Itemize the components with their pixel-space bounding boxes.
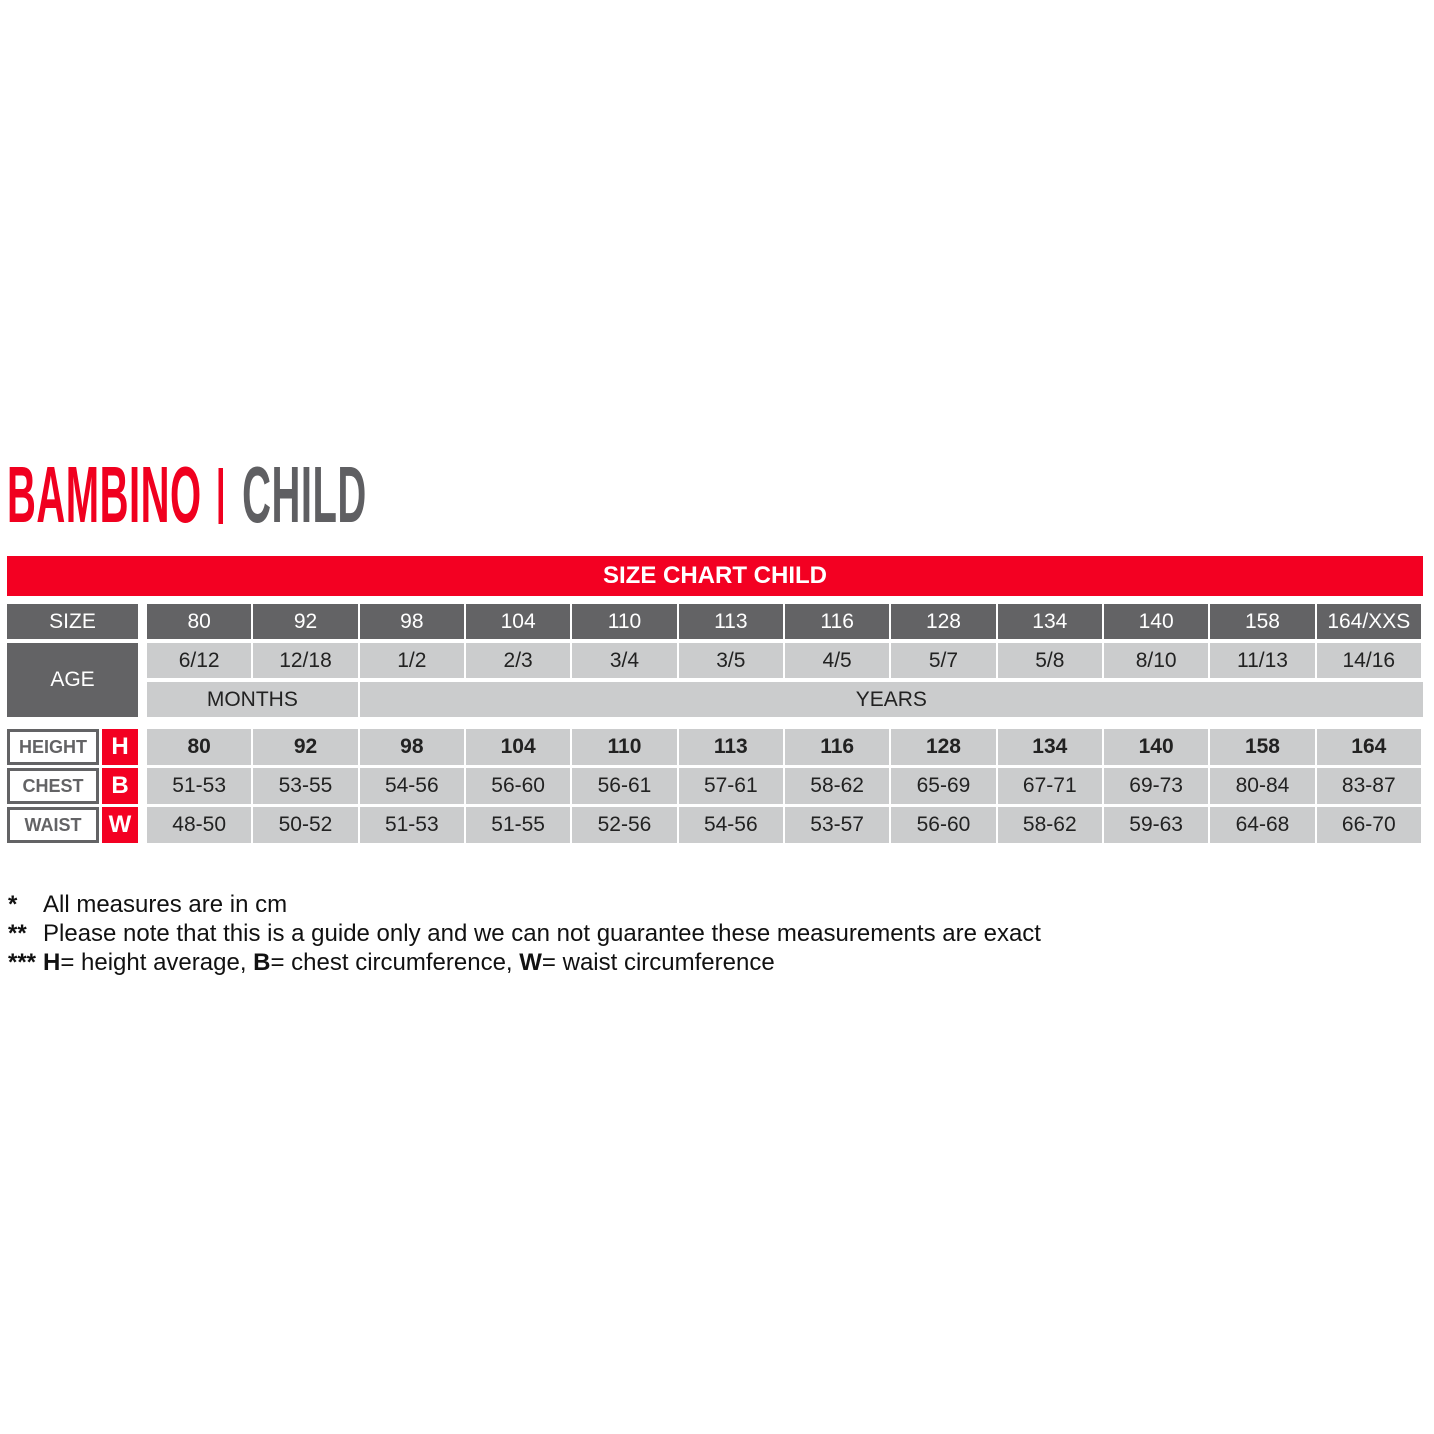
- size-cell: 116: [784, 604, 890, 639]
- footnote-mark: *: [8, 891, 18, 918]
- waist-value: 52-56: [572, 807, 677, 843]
- waist-value: 59-63: [1103, 807, 1209, 843]
- age-cell: 11/13: [1210, 643, 1315, 678]
- height-value: 113: [678, 729, 783, 765]
- height-value: 116: [784, 729, 890, 765]
- waist-value: 48-50: [147, 807, 252, 843]
- footnote-text: H: [43, 949, 61, 976]
- age-cell: 3/4: [572, 643, 677, 678]
- height-value: 80: [147, 729, 252, 765]
- title-brand: BAMBINO: [7, 450, 202, 539]
- title-divider: [218, 468, 224, 524]
- chest-value: 54-56: [359, 768, 464, 804]
- size-cell: 80: [147, 604, 252, 639]
- footnote-text: = chest circumference,: [270, 949, 520, 976]
- size-cell: 158: [1210, 604, 1315, 639]
- waist-label: WAIST: [7, 807, 99, 843]
- age-cell: 12/18: [253, 643, 358, 678]
- size-header: SIZE: [7, 604, 138, 639]
- height-value: 110: [572, 729, 677, 765]
- footnote: *** H= height average, B= chest circumfer…: [8, 948, 1041, 977]
- waist-value: 64-68: [1210, 807, 1315, 843]
- height-value: 158: [1210, 729, 1315, 765]
- footnote-text: Please note that this is a guide only an…: [43, 920, 1041, 947]
- footnote-text: B: [253, 949, 271, 976]
- age-cell: 4/5: [784, 643, 890, 678]
- waist-letter: W: [102, 807, 138, 843]
- height-value: 140: [1103, 729, 1209, 765]
- footnote-text: W: [519, 949, 542, 976]
- size-cell: 92: [253, 604, 358, 639]
- waist-value: 51-53: [359, 807, 464, 843]
- chest-value: 56-60: [465, 768, 571, 804]
- footnote-text: = height average,: [60, 949, 254, 976]
- footnote-mark: **: [8, 920, 27, 947]
- waist-value: 58-62: [997, 807, 1102, 843]
- chest-letter: B: [102, 768, 138, 804]
- footnote-mark: ***: [8, 949, 37, 976]
- waist-value: 51-55: [465, 807, 571, 843]
- waist-value: 54-56: [678, 807, 783, 843]
- title-sub: CHILD: [242, 450, 367, 539]
- chest-value: 69-73: [1103, 768, 1209, 804]
- height-value: 164: [1316, 729, 1421, 765]
- height-value: 104: [465, 729, 571, 765]
- height-value: 128: [891, 729, 996, 765]
- size-cell: 98: [359, 604, 464, 639]
- size-cell: 128: [891, 604, 996, 639]
- size-cell: 104: [465, 604, 571, 639]
- chest-value: 80-84: [1210, 768, 1315, 804]
- height-value: 98: [359, 729, 464, 765]
- age-cell: 8/10: [1103, 643, 1209, 678]
- age-cell: 5/8: [997, 643, 1102, 678]
- waist-value: 66-70: [1316, 807, 1421, 843]
- chest-value: 83-87: [1316, 768, 1421, 804]
- size-cell: 164/XXS: [1316, 604, 1421, 639]
- footnote-text: All measures are in cm: [43, 891, 288, 918]
- chest-label: CHEST: [7, 768, 99, 804]
- chest-value: 67-71: [997, 768, 1102, 804]
- waist-value: 50-52: [253, 807, 358, 843]
- size-chart-banner: SIZE CHART CHILD: [7, 556, 1423, 596]
- age-unit-months: MONTHS: [147, 682, 358, 717]
- chest-value: 58-62: [784, 768, 890, 804]
- chest-value: 56-61: [572, 768, 677, 804]
- chest-value: 53-55: [253, 768, 358, 804]
- age-header: AGE: [7, 643, 138, 717]
- age-cell: 14/16: [1316, 643, 1421, 678]
- footnote: * All measures are in cm: [8, 890, 1041, 919]
- chest-value: 57-61: [678, 768, 783, 804]
- age-cell: 6/12: [147, 643, 252, 678]
- footnote-text: = waist circumference: [541, 949, 775, 976]
- age-cell: 3/5: [678, 643, 783, 678]
- age-unit-years: YEARS: [359, 682, 1423, 717]
- page-title: BAMBINO CHILD: [7, 455, 367, 535]
- age-cell: 2/3: [465, 643, 571, 678]
- chest-value: 51-53: [147, 768, 252, 804]
- waist-value: 53-57: [784, 807, 890, 843]
- size-cell: 134: [997, 604, 1102, 639]
- size-cell: 113: [678, 604, 783, 639]
- age-cell: 1/2: [359, 643, 464, 678]
- size-cell: 140: [1103, 604, 1209, 639]
- height-value: 92: [253, 729, 358, 765]
- waist-value: 56-60: [891, 807, 996, 843]
- footnotes: * All measures are in cm ** Please note tha…: [8, 890, 1041, 977]
- footnote: ** Please note that this is a guide only …: [8, 919, 1041, 948]
- size-cell: 110: [572, 604, 677, 639]
- height-label: HEIGHT: [7, 729, 99, 765]
- height-letter: H: [102, 729, 138, 765]
- height-value: 134: [997, 729, 1102, 765]
- age-cell: 5/7: [891, 643, 996, 678]
- chest-value: 65-69: [891, 768, 996, 804]
